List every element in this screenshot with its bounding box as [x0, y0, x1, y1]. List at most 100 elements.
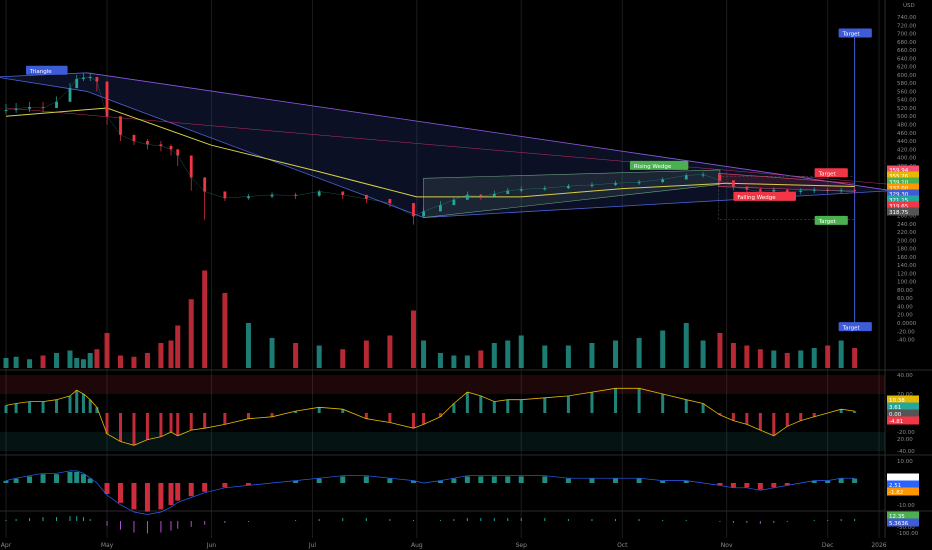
candle-body — [88, 76, 92, 78]
volume-bar — [491, 343, 497, 368]
osc1-bar — [388, 413, 392, 423]
osc2-histogram-bar — [730, 483, 736, 488]
candle-body — [772, 189, 776, 192]
candle-body — [176, 149, 180, 156]
osc1-bar — [4, 405, 8, 413]
osc1-tick: -40.00 — [897, 449, 915, 455]
x-tick-label: Jun — [206, 542, 217, 549]
osc2-histogram-bar — [40, 474, 46, 483]
osc1-marker-bg — [887, 402, 919, 411]
osc1-bar — [169, 413, 173, 432]
osc1-bar — [105, 413, 109, 434]
price-tick-label: 0.0000 — [897, 321, 917, 327]
price-tick-label: 180.00 — [897, 247, 917, 253]
candle-body — [566, 186, 570, 189]
triangle-upper-line — [86, 72, 892, 191]
candle-body — [637, 181, 641, 184]
price-marker: 321.15 — [887, 195, 919, 204]
osc2-histogram-bar — [387, 478, 393, 483]
rising-wedge-label-text: Rising Wedge — [634, 164, 672, 170]
osc2-histogram-bar — [771, 483, 777, 488]
osc1-bar — [55, 399, 59, 413]
price-tick-label: 500.00 — [897, 114, 917, 120]
candle-body — [731, 180, 735, 187]
volume-bar — [636, 338, 642, 368]
candle-body — [189, 155, 193, 178]
rising-wedge-label-bg — [629, 160, 689, 170]
osc1-bar — [88, 399, 92, 413]
osc2-histogram-bar — [518, 476, 524, 483]
price-tick-label: 520.00 — [897, 106, 917, 112]
osc1-bar — [341, 409, 345, 413]
x-tick-label: Apr — [1, 542, 12, 549]
candle-body — [452, 199, 456, 206]
volume-bar — [542, 345, 548, 368]
price-marker-bg — [887, 171, 919, 180]
target-short-label-text: Target — [818, 172, 837, 178]
candle-body — [68, 88, 72, 102]
volume-bar — [451, 355, 457, 368]
target-low-label-text: Target — [818, 219, 837, 225]
volume-bar — [54, 353, 60, 368]
price-marker-text: 319.65 — [889, 204, 909, 210]
volume-bar — [363, 340, 369, 368]
x-tick-label: May — [101, 542, 114, 549]
volume-bar — [74, 358, 80, 368]
price-tick-label: 660.00 — [897, 48, 917, 54]
price-tick-label: -20.00 — [897, 329, 915, 335]
candle-body — [718, 174, 722, 181]
candle-body — [75, 79, 79, 89]
osc2-histogram-bar — [316, 478, 322, 483]
osc1-bar — [731, 413, 735, 421]
osc1-bar — [684, 399, 688, 413]
target-up-label: Target — [838, 28, 872, 38]
volume-bar — [40, 355, 46, 368]
candle-body — [506, 190, 510, 194]
osc1-marker-bg — [887, 395, 919, 404]
osc1-marker: -4.81 — [887, 416, 919, 425]
candle-body — [839, 190, 843, 192]
candle-body — [479, 194, 483, 197]
osc2-tick: -10.00 — [897, 503, 915, 509]
osc2-histogram-bar — [188, 483, 194, 497]
price-tick-label: 620.00 — [897, 65, 917, 71]
osc1-bar — [189, 413, 193, 431]
osc2-histogram-bar — [838, 478, 844, 483]
candle-body — [341, 191, 345, 195]
volume-bar — [825, 345, 831, 368]
osc1-marker: 3.61 — [887, 402, 919, 411]
osc1-bar — [176, 413, 180, 436]
osc1-bar — [223, 413, 227, 425]
price-tick-label: 260.00 — [897, 213, 917, 219]
price-tick-label: 60.00 — [897, 296, 913, 302]
osc3-marker-text: 5.3636 — [889, 521, 909, 527]
price-marker-bg — [887, 183, 919, 192]
volume-bar — [168, 340, 174, 368]
osc1-bar — [317, 407, 321, 413]
volume-bar — [757, 349, 763, 368]
volume-bar — [293, 343, 299, 368]
osc2-histogram-bar — [660, 480, 666, 483]
price-marker: 329.30 — [887, 189, 919, 198]
candle-body — [661, 179, 665, 182]
osc2-histogram-bar — [144, 483, 150, 512]
candle-body — [95, 76, 99, 82]
candle-body — [41, 107, 45, 109]
osc1-bar — [159, 413, 163, 437]
osc2-histogram-bar — [825, 480, 831, 483]
price-tick-label: 240.00 — [897, 222, 917, 228]
candle-body — [684, 175, 688, 180]
price-marker-bg — [887, 165, 919, 174]
osc1-bar — [75, 390, 79, 413]
volume-bar — [464, 355, 470, 368]
volume-bar — [131, 356, 137, 368]
triangle-pattern — [0, 72, 892, 218]
price-marker: 318.75 — [887, 207, 919, 216]
price-tick-label: 220.00 — [897, 230, 917, 236]
candle-body — [388, 198, 392, 204]
close-line — [5, 76, 855, 217]
osc2-marker-text: 2.51 — [889, 483, 901, 489]
osc1-bar — [799, 413, 803, 421]
